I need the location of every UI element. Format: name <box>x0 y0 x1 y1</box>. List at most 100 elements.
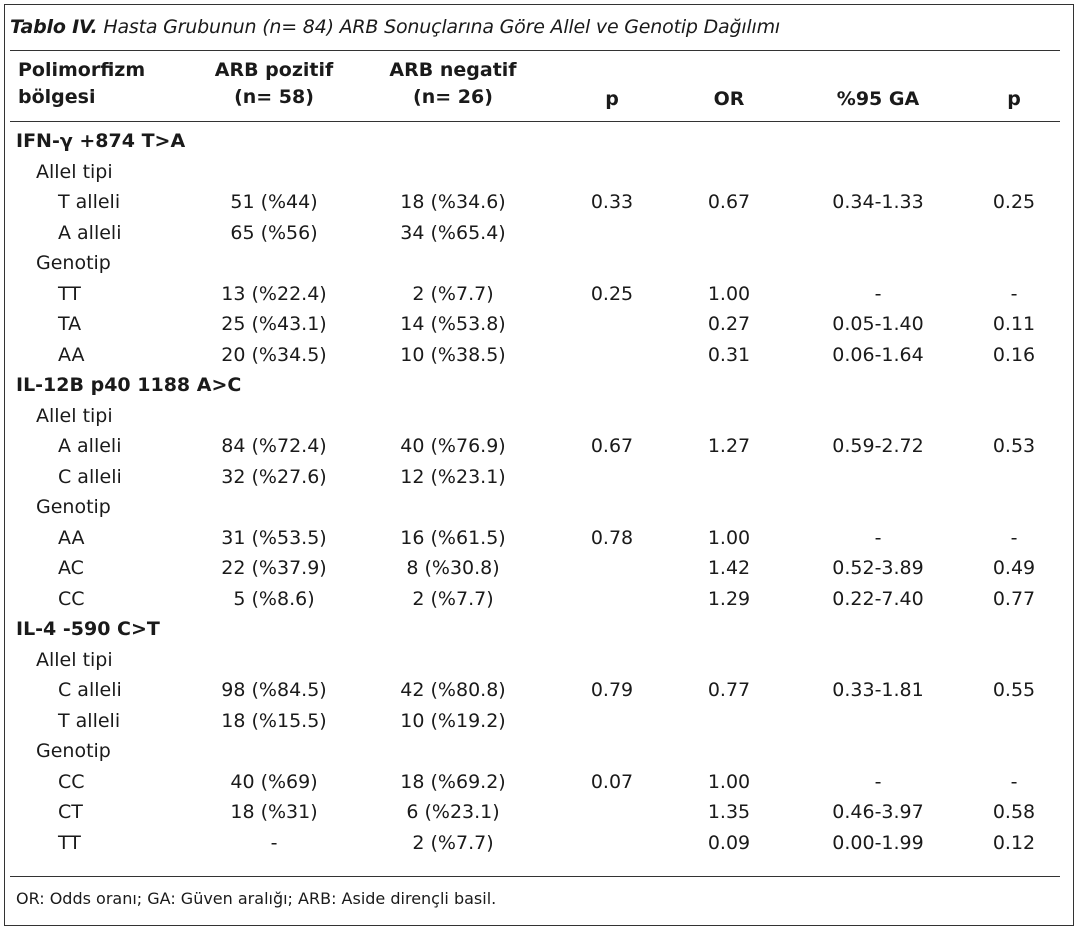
group-row: Allel tipi <box>0 401 1070 432</box>
row-label: AC <box>58 557 84 579</box>
cell-p: 0.79 <box>590 679 634 701</box>
table-row: C alleli 98 (%84.5) 42 (%80.8) 0.79 0.77 0.33… <box>0 675 1070 706</box>
cell-p: 0.67 <box>590 435 634 457</box>
cell-neg: 42 (%80.8) <box>400 679 506 701</box>
table-row: TT - 2 (%7.7) 0.09 0.00-1.99 0.12 <box>0 828 1070 859</box>
header-arb-negatif-line1: ARB negatif <box>389 59 517 81</box>
cell-neg: 14 (%53.8) <box>400 313 506 335</box>
row-label: CT <box>58 801 83 823</box>
cell-pos: 51 (%44) <box>230 191 318 213</box>
cell-p2: - <box>1010 770 1018 793</box>
cell-pos: 20 (%34.5) <box>221 343 327 366</box>
header-polimorfizm-line1: Polimorfizm <box>18 59 146 81</box>
cell-ci: 0.59-2.72 <box>832 435 924 457</box>
cell-ci: 0.22-7.40 <box>832 587 924 610</box>
table-frame <box>4 4 1074 926</box>
table-row: CC 40 (%69) 18 (%69.2) 0.07 1.00 - - <box>0 767 1070 798</box>
cell-pos: 84 (%72.4) <box>221 435 327 457</box>
cell-p2: 0.12 <box>992 831 1036 854</box>
cell-p: 0.25 <box>590 282 634 305</box>
table-row: T alleli 51 (%44) 18 (%34.6) 0.33 0.67 0.34-1… <box>0 187 1070 218</box>
table-row: AC 22 (%37.9) 8 (%30.8) 1.42 0.52-3.89 0.49 <box>0 553 1070 584</box>
cell-or: 0.27 <box>707 313 751 335</box>
cell-p: 0.33 <box>590 191 634 213</box>
row-label: TA <box>58 313 82 335</box>
header-or: OR <box>713 88 745 110</box>
group-row: Genotip <box>0 736 1070 767</box>
cell-ci: - <box>874 282 882 305</box>
row-label: Allel tipi <box>36 648 113 671</box>
group-row: Allel tipi <box>0 157 1070 188</box>
row-label: Genotip <box>36 740 111 762</box>
cell-ci: - <box>874 526 882 549</box>
cell-pos: 25 (%43.1) <box>221 313 327 335</box>
cell-ci: 0.46-3.97 <box>832 801 924 823</box>
header-arb-negatif: ARB negatif (n= 26) <box>389 57 516 111</box>
cell-neg: 8 (%30.8) <box>406 557 500 579</box>
header-p2: p <box>1007 88 1021 110</box>
row-label: AA <box>58 343 85 366</box>
cell-neg: 34 (%65.4) <box>400 221 506 244</box>
table-caption: Tablo IV. Hasta Grubunun (n= 84) ARB Son… <box>10 16 780 38</box>
cell-or: 0.67 <box>707 191 751 213</box>
cell-pos: 98 (%84.5) <box>221 679 327 701</box>
table-row: AA 20 (%34.5) 10 (%38.5) 0.31 0.06-1.64 0.16 <box>0 340 1070 371</box>
cell-p: 0.07 <box>590 770 634 793</box>
cell-p2: - <box>1010 526 1018 549</box>
group-row: Genotip <box>0 248 1070 279</box>
cell-p2: - <box>1010 282 1018 305</box>
row-label: IL-4 -590 C>T <box>16 618 160 640</box>
table-row: A alleli 84 (%72.4) 40 (%76.9) 0.67 1.27 0.59… <box>0 431 1070 462</box>
cell-neg: 12 (%23.1) <box>400 465 506 488</box>
row-label: TT <box>58 282 81 305</box>
cell-neg: 10 (%19.2) <box>400 709 506 732</box>
cell-pos: 13 (%22.4) <box>221 282 327 305</box>
row-label: IL-12B p40 1188 A>C <box>16 374 242 396</box>
row-label: TT <box>58 831 81 854</box>
table-footnote: OR: Odds oranı; GA: Güven aralığı; ARB: … <box>16 889 497 908</box>
cell-p2: 0.77 <box>992 587 1036 610</box>
row-label: A alleli <box>58 435 122 457</box>
cell-or: 1.00 <box>707 770 751 793</box>
cell-ci: 0.05-1.40 <box>832 313 924 335</box>
cell-pos: 31 (%53.5) <box>221 526 327 549</box>
header-ci: %95 GA <box>836 88 920 110</box>
table-row: A alleli 65 (%56) 34 (%65.4) <box>0 218 1070 249</box>
table-row: T alleli 18 (%15.5) 10 (%19.2) <box>0 706 1070 737</box>
row-label: CC <box>58 770 85 793</box>
row-label: IFN-γ +874 T>A <box>16 130 186 152</box>
table-row: C alleli 32 (%27.6) 12 (%23.1) <box>0 462 1070 493</box>
row-label: Genotip <box>36 252 111 274</box>
table-row: CT 18 (%31) 6 (%23.1) 1.35 0.46-3.97 0.58 <box>0 797 1070 828</box>
cell-ci: 0.33-1.81 <box>832 679 924 701</box>
table-row: TT 13 (%22.4) 2 (%7.7) 0.25 1.00 - - <box>0 279 1070 310</box>
cell-or: 1.29 <box>707 587 751 610</box>
cell-or: 0.09 <box>707 831 751 854</box>
header-arb-pozitif-line2: (n= 58) <box>234 86 314 108</box>
row-label: T alleli <box>58 191 121 213</box>
cell-neg: 2 (%7.7) <box>412 831 494 854</box>
cell-neg: 2 (%7.7) <box>412 587 494 610</box>
table-body: IFN-γ +874 T>A Allel tipi T alleli 51 (%44)… <box>0 126 1070 858</box>
cell-or: 0.77 <box>707 679 751 701</box>
row-label: Genotip <box>36 496 111 518</box>
cell-or: 1.42 <box>707 557 751 579</box>
cell-p2: 0.16 <box>992 343 1036 366</box>
row-label: T alleli <box>58 709 121 732</box>
header-arb-pozitif-line1: ARB pozitif <box>214 59 334 81</box>
section-row: IL-4 -590 C>T <box>0 614 1070 645</box>
section-row: IL-12B p40 1188 A>C <box>0 370 1070 401</box>
cell-neg: 10 (%38.5) <box>400 343 506 366</box>
cell-ci: 0.00-1.99 <box>832 831 924 854</box>
row-label: A alleli <box>58 221 122 244</box>
table-row: CC 5 (%8.6) 2 (%7.7) 1.29 0.22-7.40 0.77 <box>0 584 1070 615</box>
cell-ci: 0.52-3.89 <box>832 557 924 579</box>
cell-pos: 18 (%15.5) <box>221 709 327 732</box>
cell-ci: 0.06-1.64 <box>832 343 924 366</box>
cell-or: 1.00 <box>707 526 751 549</box>
cell-p2: 0.11 <box>992 313 1036 335</box>
cell-neg: 6 (%23.1) <box>406 801 500 823</box>
row-label: Allel tipi <box>36 160 113 183</box>
group-row: Allel tipi <box>0 645 1070 676</box>
group-row: Genotip <box>0 492 1070 523</box>
